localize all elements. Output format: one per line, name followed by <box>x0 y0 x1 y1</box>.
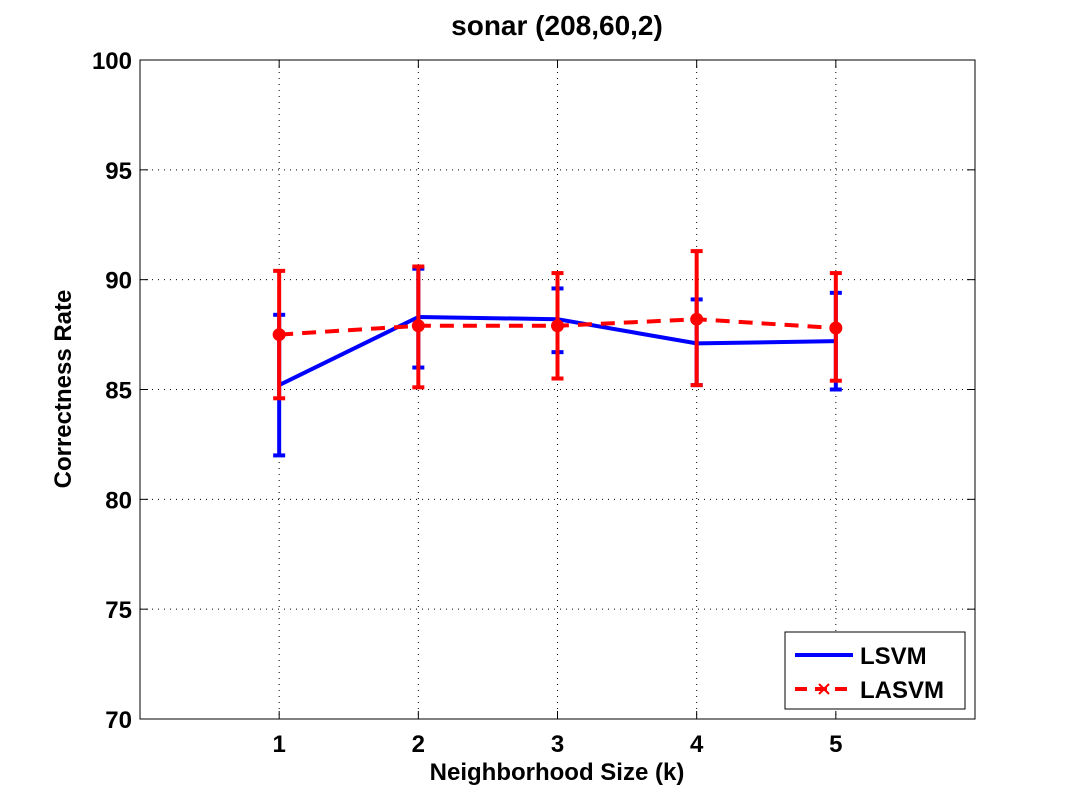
x-tick-label: 2 <box>412 731 425 758</box>
y-axis-label: Correctness Rate <box>50 290 77 489</box>
y-tick-label: 75 <box>105 597 132 624</box>
y-tick-label: 90 <box>105 268 132 295</box>
series-layer <box>272 249 843 458</box>
data-point-lasvm <box>411 319 425 333</box>
x-tick-label: 1 <box>272 731 285 758</box>
legend-label-lsvm: LSVM <box>860 643 927 670</box>
x-tick-label: 3 <box>551 731 564 758</box>
grid <box>140 59 975 719</box>
legend-box <box>784 631 966 710</box>
x-tick-label: 4 <box>690 731 704 758</box>
y-tick-label: 95 <box>105 158 132 185</box>
y-tick-label: 80 <box>105 487 132 514</box>
plot-area-frame <box>139 59 976 720</box>
y-tick-label: 100 <box>92 48 132 75</box>
x-axis-label: Neighborhood Size (k) <box>430 759 685 786</box>
y-tick-label: 70 <box>105 707 132 734</box>
data-point-lasvm <box>690 312 704 326</box>
series-lasvm <box>272 249 843 401</box>
legend: LSVM LASVM <box>784 631 966 710</box>
data-point-lasvm <box>551 319 564 333</box>
chart-title: sonar (208,60,2) <box>451 10 663 41</box>
legend-marker-lasvm <box>818 683 830 695</box>
x-tick-label: 5 <box>829 731 842 758</box>
data-point-lasvm <box>829 321 843 335</box>
y-tick-label: 85 <box>105 378 132 405</box>
data-point-lasvm <box>272 328 286 342</box>
legend-label-lasvm: LASVM <box>860 677 944 704</box>
ticks: 1 2 3 4 5 70 75 80 85 90 95 100 <box>92 48 975 758</box>
